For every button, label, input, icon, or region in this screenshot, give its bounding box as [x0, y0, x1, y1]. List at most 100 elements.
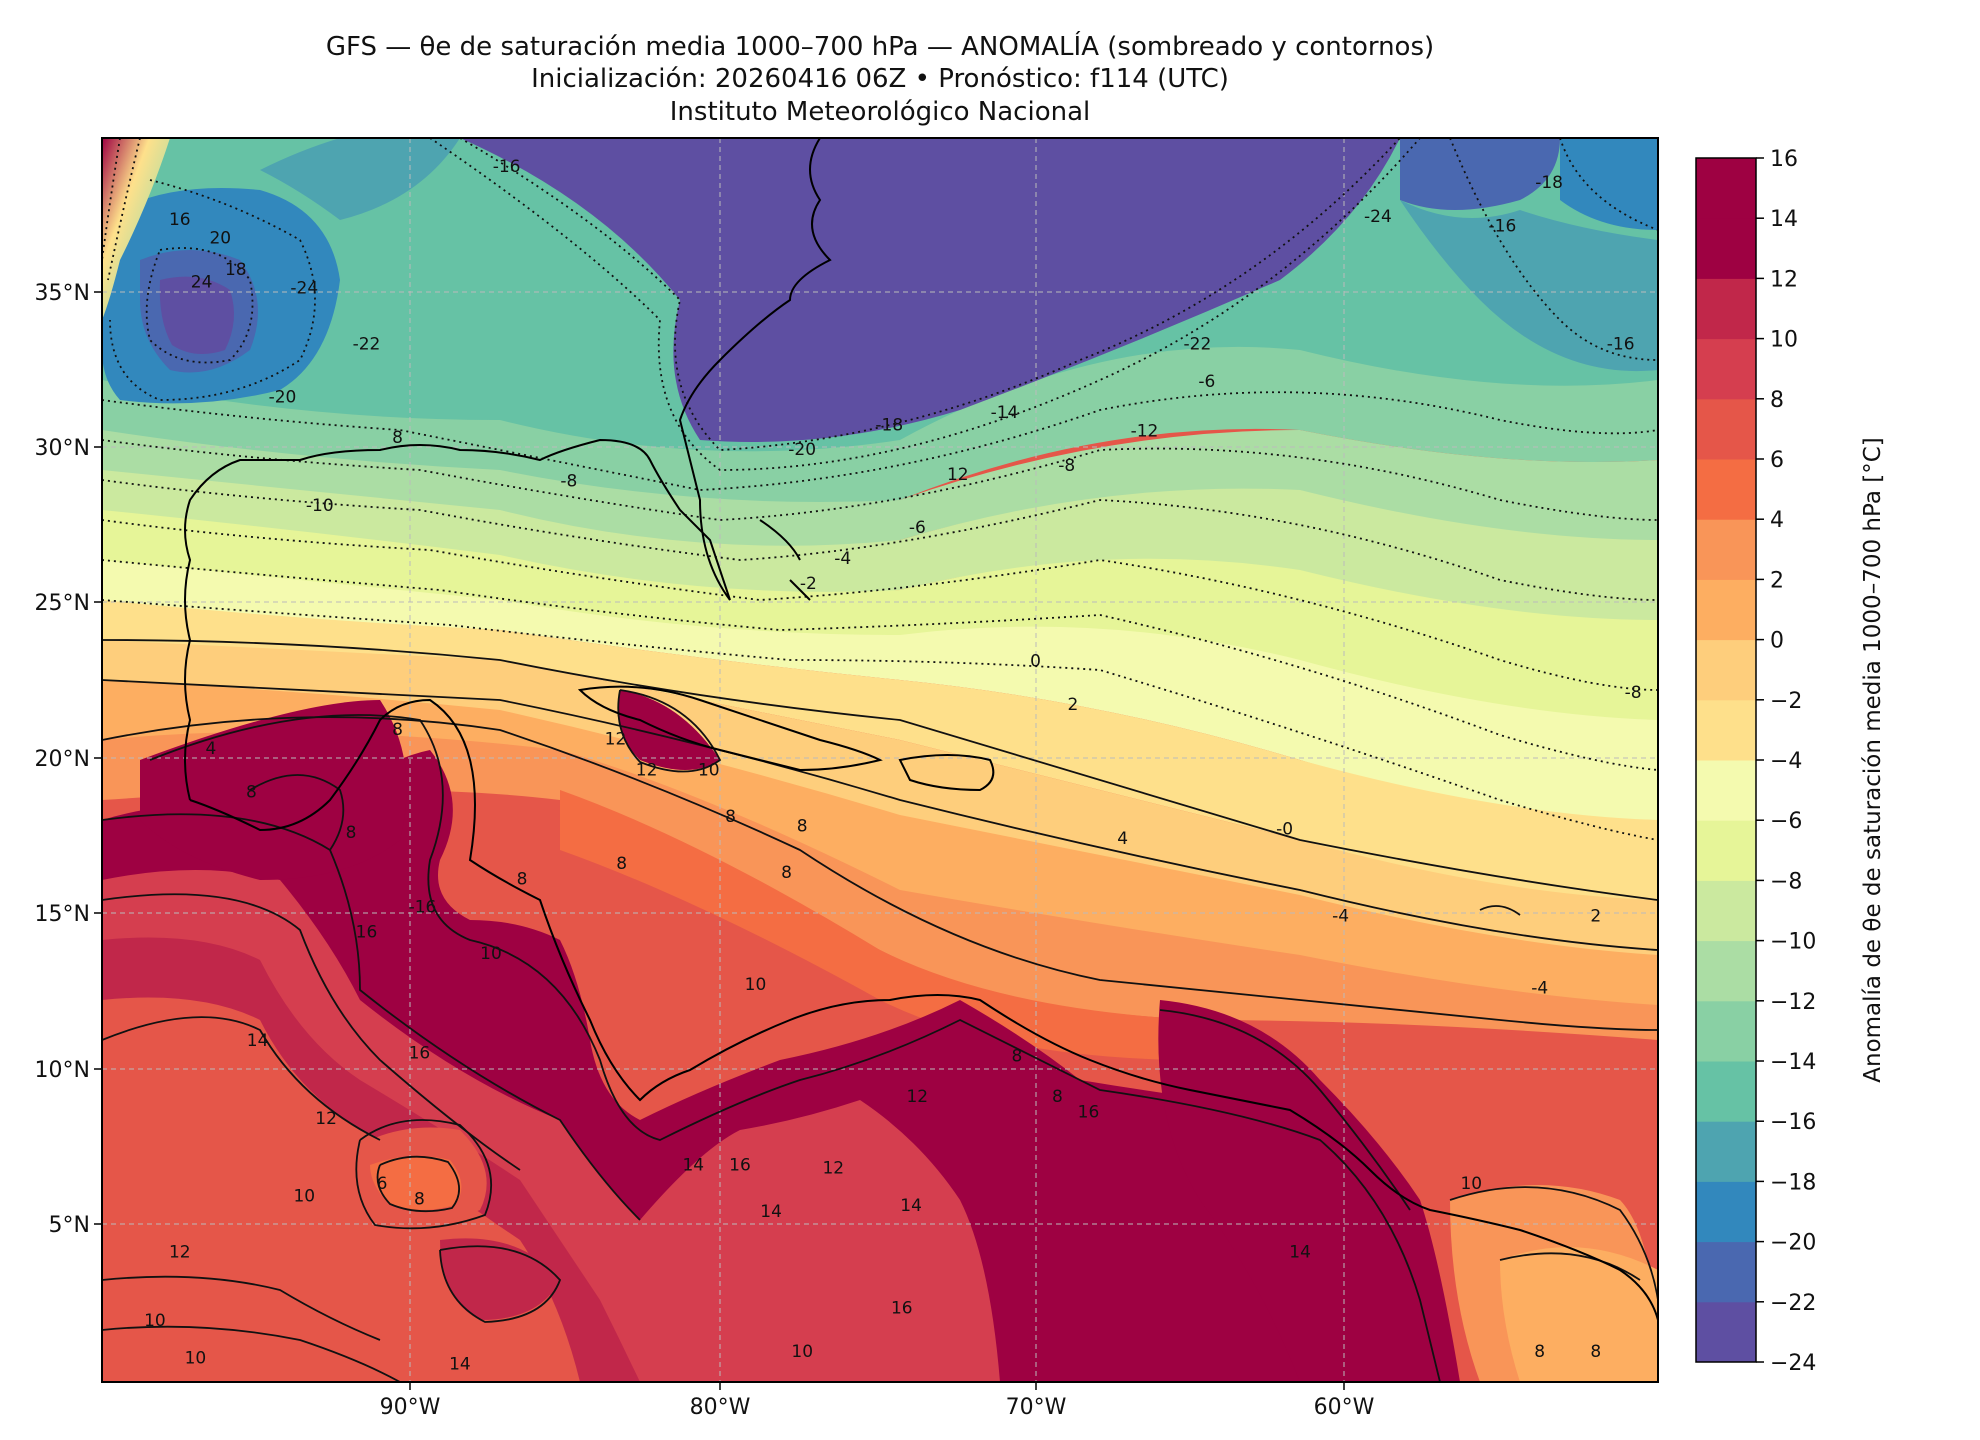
colorbar-swatch — [1696, 820, 1756, 881]
lon-tick-label: 80°W — [690, 1395, 751, 1420]
contour-label: 8 — [414, 1190, 425, 1210]
colorbar-swatch — [1696, 639, 1756, 701]
contours-negative — [102, 138, 1658, 841]
coastlines — [184, 138, 1658, 1321]
colorbar-tick-label: 10 — [1770, 328, 1798, 353]
lat-tick-label: 35°N — [35, 281, 90, 306]
colorbar-tick-label: −18 — [1770, 1170, 1816, 1195]
lon-axis: 90°W 80°W 70°W 60°W — [380, 1382, 1375, 1420]
colorbar-swatch — [1696, 940, 1756, 1002]
colorbar-tick-label: −16 — [1770, 1110, 1816, 1135]
colorbar-swatch — [1696, 1241, 1756, 1303]
contour-label: 10 — [698, 761, 720, 781]
contour-label: 8 — [725, 807, 736, 827]
colorbar-swatches — [1696, 158, 1756, 1363]
contour-label: -20 — [269, 387, 297, 407]
contour-label: -18 — [1535, 173, 1563, 193]
contour-label: -6 — [909, 518, 926, 538]
contour-label: 0 — [1030, 652, 1041, 672]
contour-label: -10 — [306, 496, 334, 516]
lat-tick-label: 5°N — [49, 1213, 90, 1238]
colorbar-tick-label: 6 — [1770, 448, 1784, 473]
contour-label: 8 — [346, 823, 357, 843]
contour-labels: 16202418-24-22-20-10-8-16-20-18-14-8-12-… — [144, 157, 1641, 1440]
colorbar-tick-label: 2 — [1770, 568, 1784, 593]
contour-label: -24 — [290, 279, 318, 299]
colorbar-swatch — [1696, 880, 1756, 942]
colorbar-swatch — [1696, 1000, 1756, 1062]
colorbar-tick-label: 0 — [1770, 629, 1784, 654]
contour-label: 12 — [169, 1243, 191, 1263]
colorbar-swatch — [1696, 398, 1756, 460]
lat-tick-label: 25°N — [35, 591, 90, 616]
contour-label: 16 — [891, 1299, 913, 1319]
contour-label: 12 — [636, 761, 658, 781]
contour-label: -2 — [800, 574, 817, 594]
contour-label: -4 — [1332, 907, 1349, 927]
map-frame — [101, 137, 1659, 1383]
contour-label: 4 — [1117, 829, 1128, 849]
contour-label: 14 — [247, 1031, 269, 1051]
colorbar-tick-label: 8 — [1770, 388, 1784, 413]
coast-cuba — [577, 685, 883, 772]
contour-label: 16 — [729, 1156, 751, 1176]
band-coldest — [460, 138, 1400, 442]
contour-label: -12 — [1131, 422, 1159, 442]
contour-label: 6 — [377, 1174, 388, 1194]
colorbar-swatch — [1696, 158, 1756, 219]
contour-label: 10 — [791, 1342, 813, 1362]
colorbar-swatch — [1696, 218, 1756, 279]
colorbar-swatch — [1696, 579, 1756, 641]
contour-label: 8 — [392, 720, 403, 740]
lat-tick-label: 30°N — [35, 436, 90, 461]
contour-label: 8 — [517, 869, 528, 889]
contour-label: 12 — [906, 1087, 928, 1107]
contour-label: 10 — [745, 975, 767, 995]
contour-label: 8 — [392, 428, 403, 448]
coast-hispaniola — [898, 754, 995, 792]
contour-label: 20 — [209, 229, 231, 249]
colorbar-tick-label: −2 — [1770, 689, 1802, 714]
coast-florida-keys — [759, 519, 811, 601]
colorbar-tick-label: −12 — [1770, 990, 1816, 1015]
contour-label: 12 — [315, 1109, 337, 1129]
contour-label: 10 — [480, 944, 502, 964]
contour-label: 8 — [797, 817, 808, 837]
contour-label: 14 — [449, 1355, 471, 1375]
title-line-2: Inicialización: 20260416 06Z • Pronóstic… — [531, 64, 1229, 94]
colorbar-label: Anomalía de θe de saturación media 1000–… — [1860, 437, 1886, 1082]
colorbar-swatch — [1696, 459, 1756, 520]
contour-label: 4 — [1544, 1432, 1555, 1440]
contour-label: 8 — [1590, 1342, 1601, 1362]
contour-label: -8 — [1058, 456, 1075, 476]
contour-label: 14 — [900, 1196, 922, 1216]
contour-label: 8 — [246, 782, 257, 802]
contour-label: 16 — [169, 210, 191, 230]
contour-label: -0 — [1276, 820, 1293, 840]
contour-label: 18 — [225, 260, 247, 280]
contour-label: 8 — [1052, 1087, 1063, 1107]
colorbar-tick-label: 14 — [1770, 207, 1798, 232]
contour-label: -16 — [409, 897, 437, 917]
contour-label: -22 — [353, 335, 381, 355]
contour-label: 14 — [1289, 1243, 1311, 1263]
contour-label: -16 — [1489, 216, 1517, 236]
contour-label: 2 — [1067, 695, 1078, 715]
colorbar-swatch — [1696, 1301, 1756, 1363]
colorbar-swatch — [1696, 1181, 1756, 1243]
colorbar-swatch — [1696, 278, 1756, 340]
contour-label: -4 — [834, 549, 851, 569]
lon-tick-label: 70°W — [1006, 1395, 1067, 1420]
contour-label: 8 — [1011, 1047, 1022, 1067]
contour-label: 14 — [760, 1202, 782, 1222]
contour-label: 10 — [293, 1187, 315, 1207]
lon-tick-label: 60°W — [1314, 1395, 1375, 1420]
colorbar-swatch — [1696, 338, 1756, 400]
colorbar-tick-label: −20 — [1770, 1231, 1816, 1256]
contour-label: -16 — [1607, 335, 1635, 355]
contours-positive — [102, 639, 1658, 1382]
contour-label: -14 — [991, 403, 1019, 423]
lat-tick-label: 10°N — [35, 1058, 90, 1083]
contour-label: 16 — [1078, 1103, 1100, 1123]
contour-label: 8 — [616, 854, 627, 874]
